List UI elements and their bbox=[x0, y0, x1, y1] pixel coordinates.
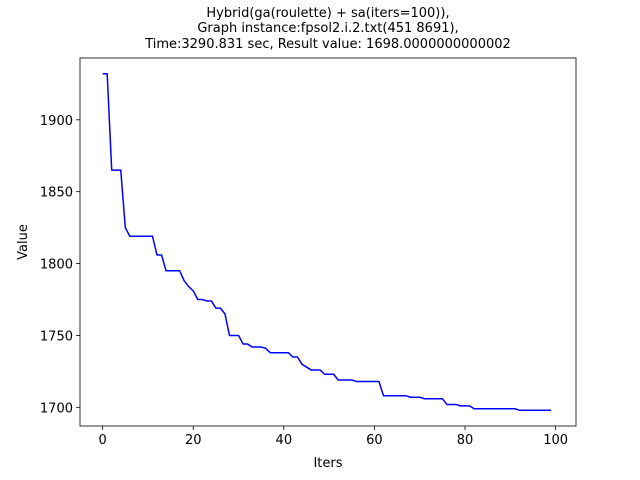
chart-title: Hybrid(ga(roulette) + sa(iters=100)), Gr… bbox=[144, 6, 511, 52]
y-tick-label: 1800 bbox=[40, 258, 73, 273]
x-tick-label: 60 bbox=[366, 433, 383, 448]
plot-area: 0 20 40 60 80 100 1700 1750 1800 1850 1900 bbox=[40, 57, 577, 448]
x-tick-label: 20 bbox=[185, 433, 202, 448]
x-tick-label: 80 bbox=[457, 433, 474, 448]
y-tick-label: 1900 bbox=[40, 114, 73, 129]
x-tick-label: 100 bbox=[543, 433, 568, 448]
title-line-1: Hybrid(ga(roulette) + sa(iters=100)), bbox=[206, 6, 449, 21]
y-axis-label: Value bbox=[16, 224, 31, 260]
y-tick-label: 1700 bbox=[40, 401, 73, 416]
title-line-3: Time:3290.831 sec, Result value: 1698.00… bbox=[144, 37, 511, 52]
plot-frame bbox=[79, 57, 577, 427]
y-tick-label: 1750 bbox=[40, 329, 73, 344]
y-tick-label: 1850 bbox=[40, 186, 73, 201]
x-tick-label: 0 bbox=[99, 433, 107, 448]
x-tick-label: 40 bbox=[276, 433, 293, 448]
x-axis-label: Iters bbox=[313, 456, 342, 471]
series-line-1 bbox=[102, 73, 552, 411]
title-line-2: Graph instance:fpsol2.i.2.txt(451 8691), bbox=[197, 21, 458, 36]
